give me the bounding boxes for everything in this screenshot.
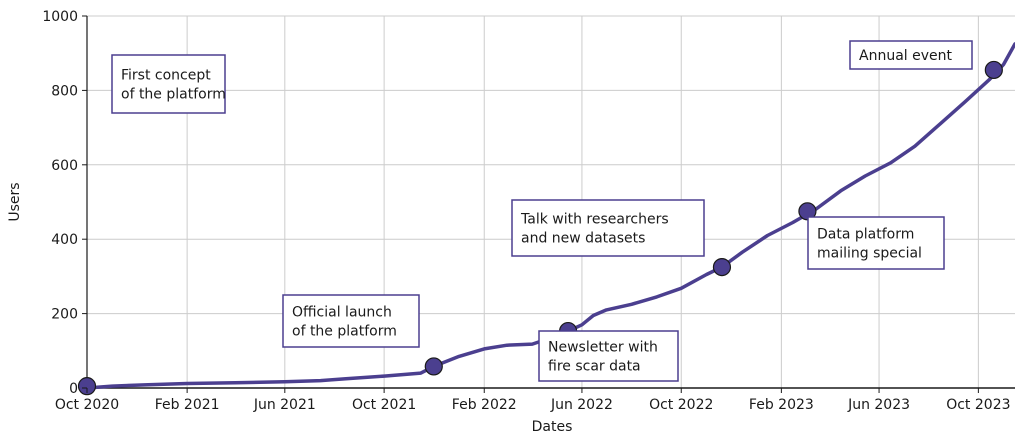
x-tick-label: Oct 2023 [946, 397, 1010, 413]
event-annotation: Official launch of the platform [282, 294, 420, 348]
annotation-box [511, 199, 705, 257]
annotation-text-line: Talk with researchers [520, 212, 669, 228]
plot-frame [86, 16, 1015, 389]
y-tick-label: 200 [51, 307, 78, 323]
annotation-box [111, 54, 226, 114]
annotation-text-line: of the platform [292, 324, 397, 340]
annotation-box [807, 216, 945, 270]
y-axis-ticks: 0 200 400 600 800 1000 [42, 9, 87, 397]
x-tick-label: Feb 2023 [749, 397, 814, 413]
annotation-box [538, 330, 679, 382]
x-axis-title: Dates [532, 419, 573, 435]
x-tick-label: Oct 2022 [649, 397, 713, 413]
y-axis-title: Users [7, 182, 23, 221]
annotation-text-line: First concept [121, 68, 211, 84]
y-tick-label: 400 [51, 232, 78, 248]
x-axis-ticks: Oct 2020 Feb 2021 Jun 2021 Oct 2021 Feb 2022… [55, 388, 1011, 413]
event-annotation: Newsletter with fire scar data [538, 330, 679, 382]
series-line [85, 42, 1015, 390]
annotation-text-line: fire scar data [548, 359, 641, 375]
y-tick-label: 800 [51, 83, 78, 99]
annotation-box [282, 294, 420, 348]
annotation-text-line: Newsletter with [548, 340, 658, 356]
event-annotation: First concept of the platform [111, 54, 226, 114]
x-tick-label: Jun 2022 [550, 397, 613, 413]
x-tick-label: Jun 2021 [253, 397, 316, 413]
x-tick-label: Feb 2022 [452, 397, 517, 413]
annotation-text-line: of the platform [121, 87, 226, 103]
x-tick-label: Feb 2021 [155, 397, 220, 413]
event-annotation: Talk with researchers and new datasets [511, 199, 705, 257]
event-annotation: Data platform mailing special [807, 216, 945, 270]
y-tick-label: 600 [51, 158, 78, 174]
y-tick-label: 0 [69, 381, 78, 397]
x-tick-label: Oct 2021 [352, 397, 416, 413]
annotation-text-line: Annual event [859, 48, 953, 64]
annotation-text-line: Official launch [292, 305, 392, 321]
event-marker [984, 60, 1003, 80]
annotation-text-line: mailing special [817, 246, 922, 262]
series-layer [85, 42, 1015, 390]
event-annotation: Annual event [849, 40, 973, 70]
event-marker [712, 258, 732, 277]
event-marker [77, 377, 97, 396]
annotation-text-line: Data platform [817, 227, 914, 243]
x-tick-label: Oct 2020 [55, 397, 119, 413]
annotation-box [849, 40, 973, 70]
event-marker [424, 357, 443, 376]
y-tick-label: 1000 [42, 9, 78, 25]
annotation-text-line: and new datasets [521, 231, 645, 247]
x-tick-label: Jun 2023 [847, 397, 910, 413]
